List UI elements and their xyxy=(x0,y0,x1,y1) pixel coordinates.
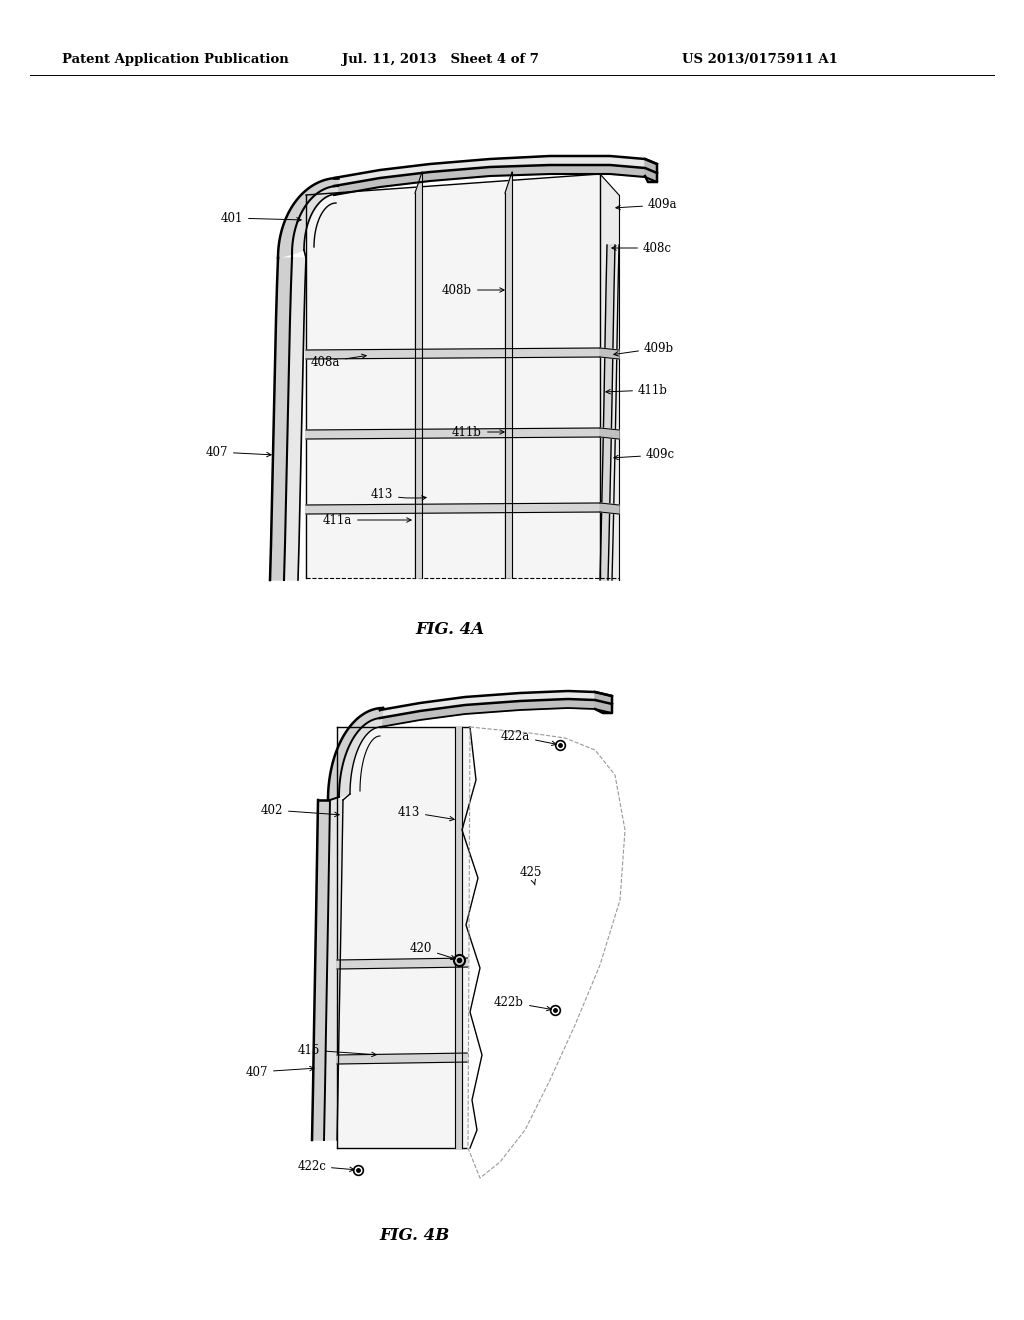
Text: 413: 413 xyxy=(371,487,426,500)
Text: Patent Application Publication: Patent Application Publication xyxy=(61,54,289,66)
Text: 408c: 408c xyxy=(612,242,672,255)
Polygon shape xyxy=(306,348,600,359)
Polygon shape xyxy=(270,257,292,579)
Text: FIG. 4A: FIG. 4A xyxy=(416,622,484,639)
Polygon shape xyxy=(306,503,600,513)
Polygon shape xyxy=(595,692,612,713)
Text: 411b: 411b xyxy=(453,425,504,438)
Text: 407: 407 xyxy=(246,1065,314,1078)
Polygon shape xyxy=(339,718,382,797)
Text: 415: 415 xyxy=(298,1044,376,1056)
Polygon shape xyxy=(334,156,657,186)
Polygon shape xyxy=(328,708,383,800)
Polygon shape xyxy=(468,727,625,1177)
Text: 409a: 409a xyxy=(615,198,678,211)
Text: 422a: 422a xyxy=(501,730,556,746)
Polygon shape xyxy=(306,174,600,578)
Text: 408b: 408b xyxy=(442,284,504,297)
Text: 411a: 411a xyxy=(323,513,411,527)
Text: 425: 425 xyxy=(520,866,543,884)
Text: Jul. 11, 2013   Sheet 4 of 7: Jul. 11, 2013 Sheet 4 of 7 xyxy=(342,54,539,66)
Polygon shape xyxy=(600,174,618,579)
Polygon shape xyxy=(380,700,612,727)
Polygon shape xyxy=(334,156,657,178)
Text: 422c: 422c xyxy=(297,1159,354,1172)
Text: 409b: 409b xyxy=(613,342,674,356)
Text: US 2013/0175911 A1: US 2013/0175911 A1 xyxy=(682,54,838,66)
Text: 402: 402 xyxy=(261,804,339,817)
Polygon shape xyxy=(284,257,306,579)
Text: 422b: 422b xyxy=(495,995,551,1011)
Polygon shape xyxy=(278,178,338,257)
Polygon shape xyxy=(292,186,338,253)
Polygon shape xyxy=(324,800,343,1140)
Polygon shape xyxy=(645,158,657,182)
Polygon shape xyxy=(337,958,470,969)
Text: 420: 420 xyxy=(410,941,456,960)
Polygon shape xyxy=(455,727,462,1148)
Polygon shape xyxy=(334,165,657,195)
Polygon shape xyxy=(600,348,618,359)
Polygon shape xyxy=(337,1053,470,1064)
Polygon shape xyxy=(415,172,422,578)
Polygon shape xyxy=(337,727,470,1148)
Text: 408a: 408a xyxy=(310,354,367,368)
Text: 401: 401 xyxy=(220,211,301,224)
Polygon shape xyxy=(306,428,600,440)
Polygon shape xyxy=(505,172,512,578)
Text: 411b: 411b xyxy=(606,384,668,396)
Polygon shape xyxy=(600,503,618,513)
Polygon shape xyxy=(600,246,615,579)
Text: 407: 407 xyxy=(206,446,271,458)
Polygon shape xyxy=(600,428,618,440)
Polygon shape xyxy=(380,690,612,718)
Text: 409c: 409c xyxy=(613,449,675,462)
Text: 413: 413 xyxy=(397,805,455,821)
Polygon shape xyxy=(312,800,330,1140)
Text: FIG. 4B: FIG. 4B xyxy=(380,1226,451,1243)
